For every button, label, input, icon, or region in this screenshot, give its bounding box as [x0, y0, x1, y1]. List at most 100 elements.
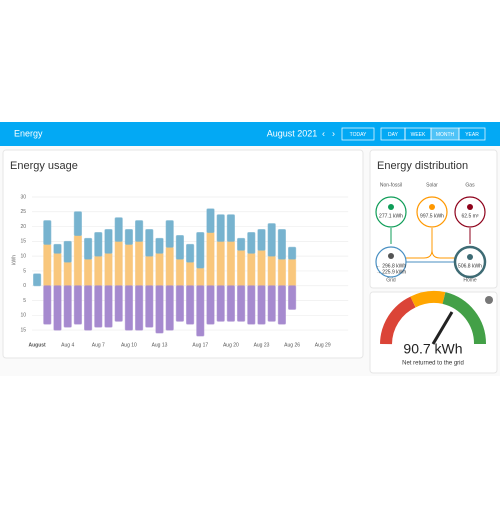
- gauge-label: Net returned to the grid: [402, 361, 464, 367]
- bar-segment: [165, 285, 174, 331]
- node-circle: [375, 246, 407, 278]
- chart: 30 25 20 15 10 5 0 5 10 15 August Aug 4 Aug 7 Aug 10 A…: [20, 194, 349, 348]
- bar-segment: [94, 285, 103, 328]
- bar-segment: [43, 285, 52, 325]
- node-label: Gas: [465, 182, 475, 188]
- node-value: ← 296.8 kWh: [376, 263, 407, 269]
- bar-segment: [165, 246, 174, 287]
- x-tick-label: Aug 13: [152, 342, 168, 348]
- header-title: Energy: [14, 128, 43, 138]
- period-button-label: WEEK: [411, 132, 426, 138]
- node-circle: [416, 196, 448, 228]
- bar-segment: [288, 258, 297, 287]
- x-tick-label: August: [28, 342, 46, 348]
- node-value: 506.8 kWh: [458, 263, 482, 269]
- bar-segment: [104, 252, 113, 287]
- bar-segment: [288, 285, 297, 310]
- node-label: Home: [463, 277, 477, 283]
- bar-segment: [196, 285, 205, 337]
- bar-segment: [277, 285, 286, 325]
- bar-segment: [94, 231, 103, 257]
- card-title: Energy usage: [10, 160, 78, 172]
- period-button-label: YEAR: [465, 132, 479, 138]
- gauge: [380, 290, 487, 345]
- bar-segment: [135, 285, 144, 331]
- bar-segment: [63, 261, 72, 287]
- bar-segment: [175, 285, 185, 322]
- gauge-value: 90.7 kWh: [403, 341, 462, 357]
- bar-segment: [216, 285, 225, 322]
- bar-segment: [247, 285, 256, 325]
- bar-segment: [206, 285, 215, 325]
- bar-segment: [135, 220, 144, 242]
- period-button-label: DAY: [388, 132, 399, 138]
- bar-segment: [73, 211, 83, 236]
- bar-segment: [114, 285, 123, 322]
- bar-segment: [216, 214, 225, 242]
- bar-segment: [53, 243, 62, 254]
- bar-segment: [84, 237, 93, 260]
- bar-segment: [257, 229, 266, 251]
- bar-segment: [226, 240, 236, 287]
- x-tick-label: Aug 17: [192, 342, 208, 348]
- node-circle: [454, 196, 486, 228]
- bar-segment: [63, 285, 72, 328]
- x-tick-label: Aug 29: [315, 342, 331, 348]
- prev[interactable]: ‹: [322, 128, 325, 138]
- node-label: Solar: [426, 182, 438, 188]
- header-bar: [0, 122, 500, 146]
- bar-segment: [145, 285, 154, 328]
- node-circle: [375, 196, 407, 228]
- node-icon: [467, 254, 473, 260]
- period: August 2021: [267, 128, 318, 138]
- period-button[interactable]: [458, 127, 486, 141]
- y-tick-label: 30: [20, 194, 26, 200]
- bar-segment: [124, 243, 134, 287]
- bar-segment: [43, 220, 52, 245]
- bar-segment: [237, 249, 246, 287]
- next[interactable]: ›: [332, 128, 335, 138]
- period-buttons: TODAY DAY WEEK MONTH YEAR: [341, 127, 486, 141]
- bar-segment: [247, 252, 256, 287]
- bar-segment: [104, 229, 113, 254]
- period-button[interactable]: [341, 127, 375, 141]
- bar-segment: [43, 243, 52, 287]
- bar-segment: [226, 214, 236, 242]
- flows: [390, 228, 471, 263]
- bar-segment: [165, 220, 174, 248]
- y-tick-label: 25: [20, 209, 26, 215]
- bar-segment: [206, 208, 215, 233]
- info-icon[interactable]: [485, 296, 493, 304]
- y-tick-label: 20: [20, 224, 26, 230]
- node-label: Non-fossil: [380, 182, 402, 188]
- y-axis-label: kWh: [11, 255, 17, 265]
- bar-segment: [237, 237, 246, 251]
- bar-segment: [216, 240, 225, 287]
- y-tick-label: 5: [23, 298, 26, 304]
- card-title: Energy distribution: [377, 160, 468, 172]
- node-icon: [429, 204, 435, 210]
- node-circle: [453, 245, 487, 279]
- bar-segment: [124, 229, 134, 245]
- bar-segment: [124, 285, 134, 331]
- bar-segment: [114, 217, 123, 242]
- bar-segment: [196, 231, 205, 269]
- x-tick-label: Aug 7: [92, 342, 105, 348]
- bar-segment: [288, 246, 297, 260]
- node-icon: [388, 204, 394, 210]
- node-label: Grid: [386, 277, 396, 283]
- bar-segment: [186, 243, 195, 263]
- bar-segment: [186, 261, 195, 287]
- y-tick-label: 15: [20, 327, 26, 333]
- x-tick-label: Aug 20: [223, 342, 239, 348]
- bar-segment: [155, 285, 164, 334]
- node-value: 62.5 m³: [462, 213, 479, 219]
- bar-segment: [135, 240, 144, 287]
- bar-segment: [267, 255, 276, 287]
- bar-segment: [94, 255, 103, 287]
- bar-segment: [237, 285, 246, 322]
- bar-segment: [175, 234, 185, 260]
- bar-segment: [257, 285, 266, 325]
- bar-segment: [104, 285, 113, 328]
